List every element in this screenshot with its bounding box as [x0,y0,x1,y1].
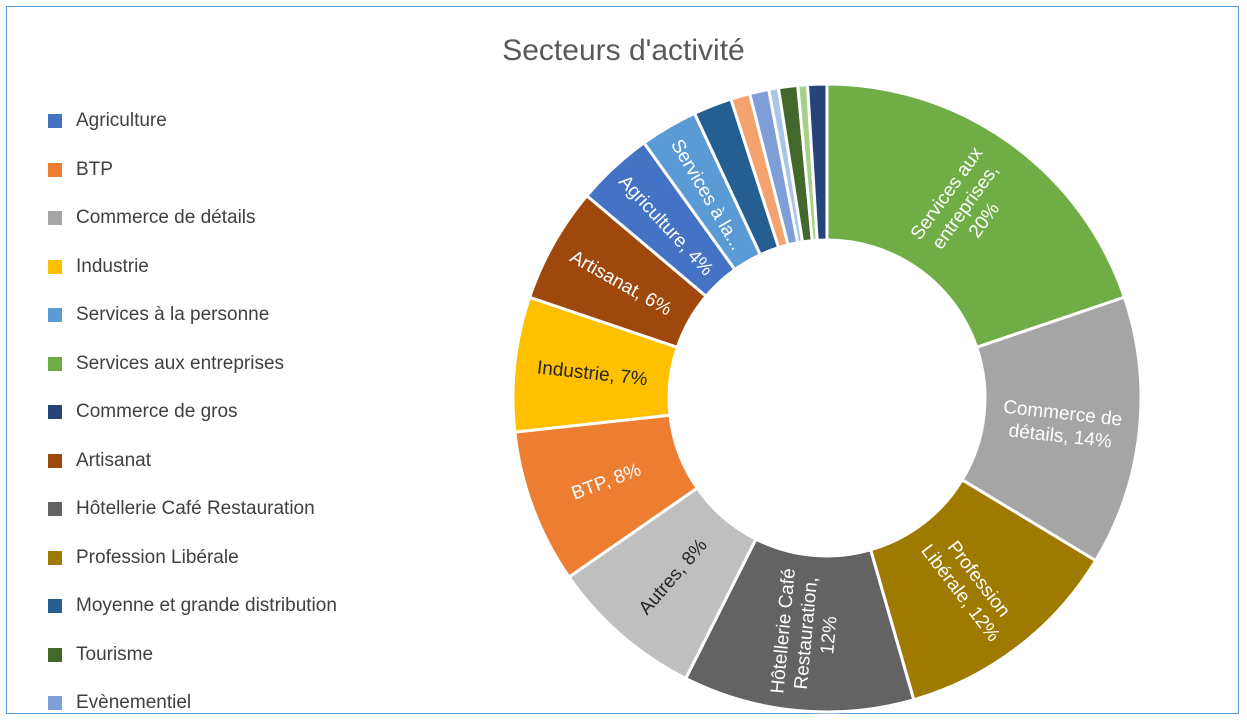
legend-label: Hôtellerie Café Restauration [76,498,315,520]
legend-swatch [48,114,62,129]
slice-label-line: 12% [817,615,841,655]
legend-label: Artisanat [76,449,151,471]
chart-title: Secteurs d'activité [502,34,745,67]
legend-item: Moyenne et grande distribution [48,582,337,631]
legend-item: Agriculture [48,97,337,146]
legend-item: Services aux entreprises [48,340,337,389]
legend-item: Tourisme [48,631,337,680]
legend-label: Evènementiel [76,692,192,714]
legend-label: BTP [76,158,113,180]
legend-swatch [48,696,62,711]
legend-swatch [48,599,62,614]
legend-swatch [48,647,62,662]
legend-label: Tourisme [76,643,154,665]
legend-swatch [48,502,62,517]
legend-item: Services à la personne [48,291,337,340]
legend-item: BTP [48,146,337,195]
legend-item: Industrie [48,243,337,292]
legend-item: Commerce de gros [48,388,337,437]
legend-swatch [48,308,62,323]
legend-swatch [48,211,62,226]
legend-swatch [48,259,62,274]
slice [825,82,1127,350]
legend-item: Evènementiel [48,679,337,728]
legend-swatch [48,550,62,565]
legend-item: Hôtellerie Café Restauration [48,485,337,534]
legend-label: Services aux entreprises [76,352,285,374]
legend-swatch [48,356,62,371]
legend-label: Commerce de gros [76,401,238,423]
legend-swatch [48,405,62,420]
legend-label: Profession Libérale [76,546,239,568]
slice [805,82,829,242]
legend-swatch [48,453,62,468]
legend-item: Profession Libérale [48,534,337,583]
legend-label: Industrie [76,255,149,277]
legend-item: Artisanat [48,437,337,486]
legend-label: Commerce de détails [76,207,256,229]
legend-swatch [48,162,62,177]
legend-label: Agriculture [76,110,167,132]
legend-item: Commerce de détails [48,194,337,243]
chart-legend: Agriculture BTP Commerce de détails Industr… [48,97,337,728]
legend-label: Services à la personne [76,304,270,326]
slice [960,295,1143,563]
legend-label: Moyenne et grande distribution [76,595,337,617]
